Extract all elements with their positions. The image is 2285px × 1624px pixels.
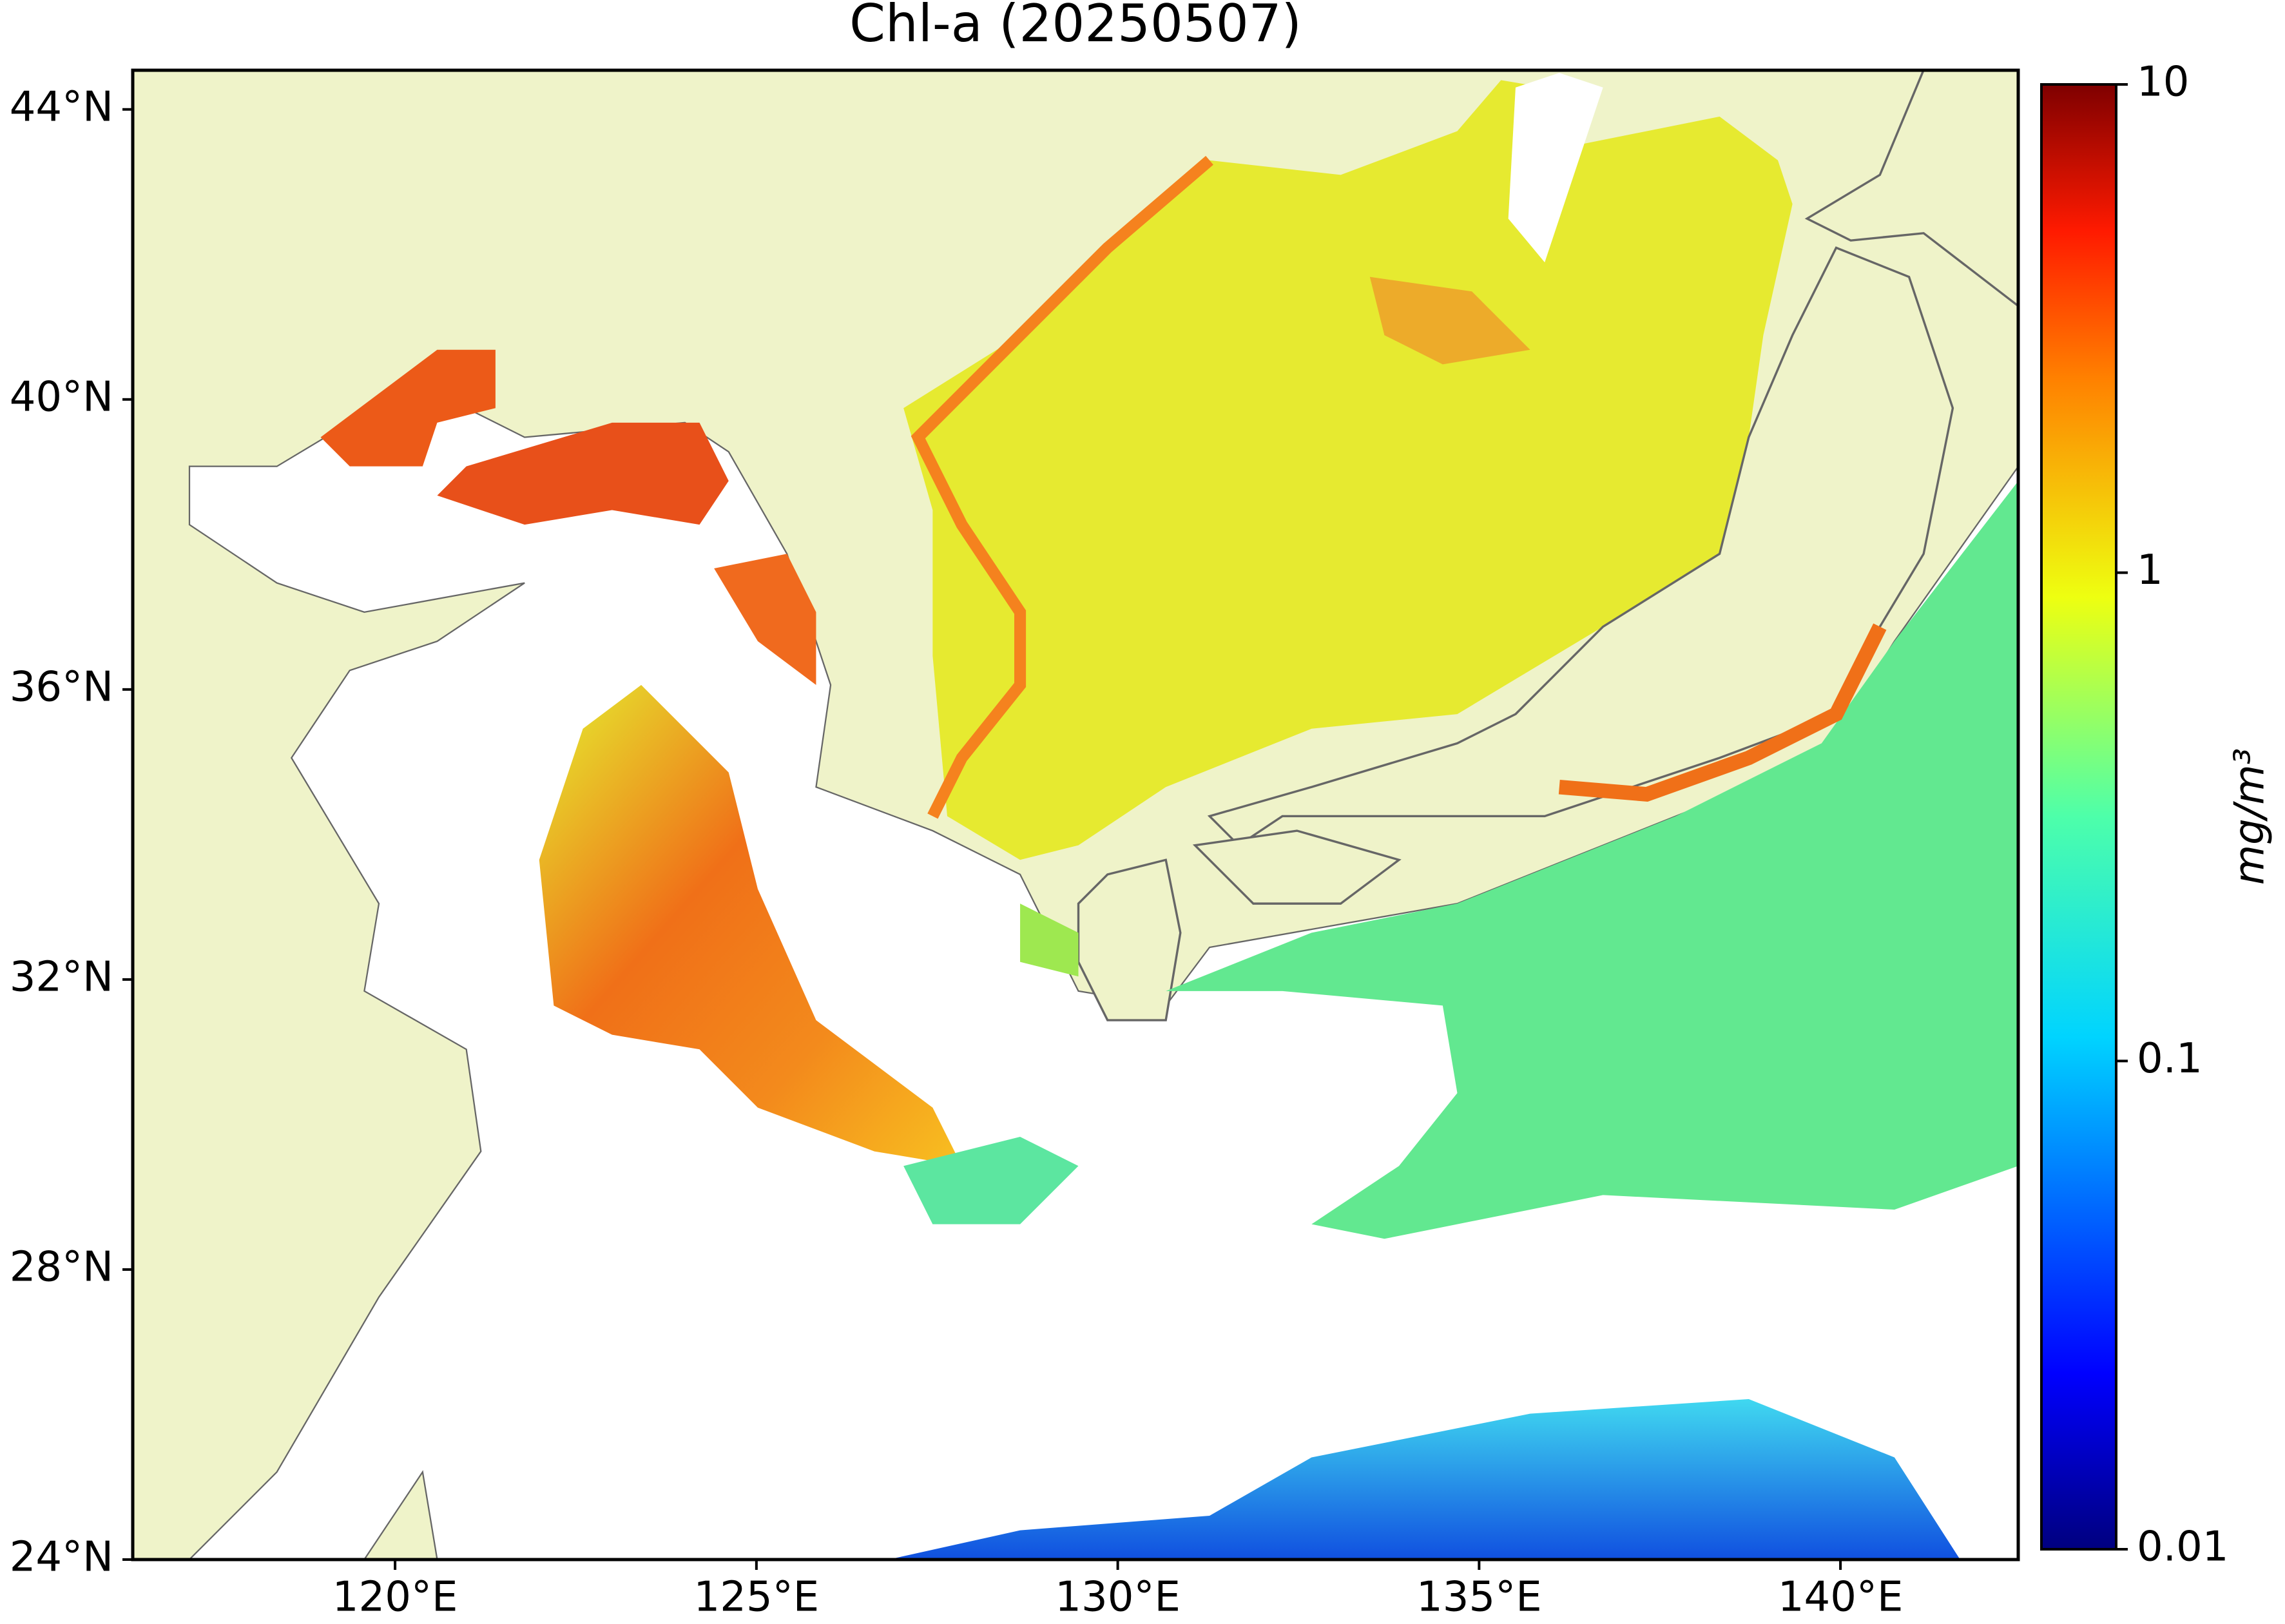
y-tick-label: 44°N (10, 83, 113, 131)
colorbar-label: mg/m³ (2226, 748, 2274, 885)
x-tick-label: 140°E (1778, 1574, 1904, 1621)
y-tick-label: 32°N (10, 953, 113, 1001)
x-tick-label: 125°E (694, 1574, 820, 1621)
x-tick-label: 120°E (333, 1574, 458, 1621)
y-tick-label: 24°N (10, 1534, 113, 1581)
x-tick-label: 130°E (1055, 1574, 1181, 1621)
colorbar-tick-label: 10 (2137, 59, 2189, 106)
map-area (133, 70, 2018, 1560)
y-tick-label: 36°N (10, 663, 113, 711)
y-tick-label: 40°N (10, 373, 113, 421)
colorbar-tick-label: 0.01 (2137, 1523, 2229, 1571)
colorbar-tick-label: 0.1 (2137, 1035, 2203, 1083)
y-tick-label: 28°N (10, 1244, 113, 1291)
map-frame (131, 68, 2020, 1561)
colorbar (2040, 83, 2117, 1551)
map-title: Chl-a (20250507) (849, 0, 1302, 53)
colorbar-tick-label: 1 (2137, 546, 2163, 594)
x-tick-label: 135°E (1416, 1574, 1542, 1621)
